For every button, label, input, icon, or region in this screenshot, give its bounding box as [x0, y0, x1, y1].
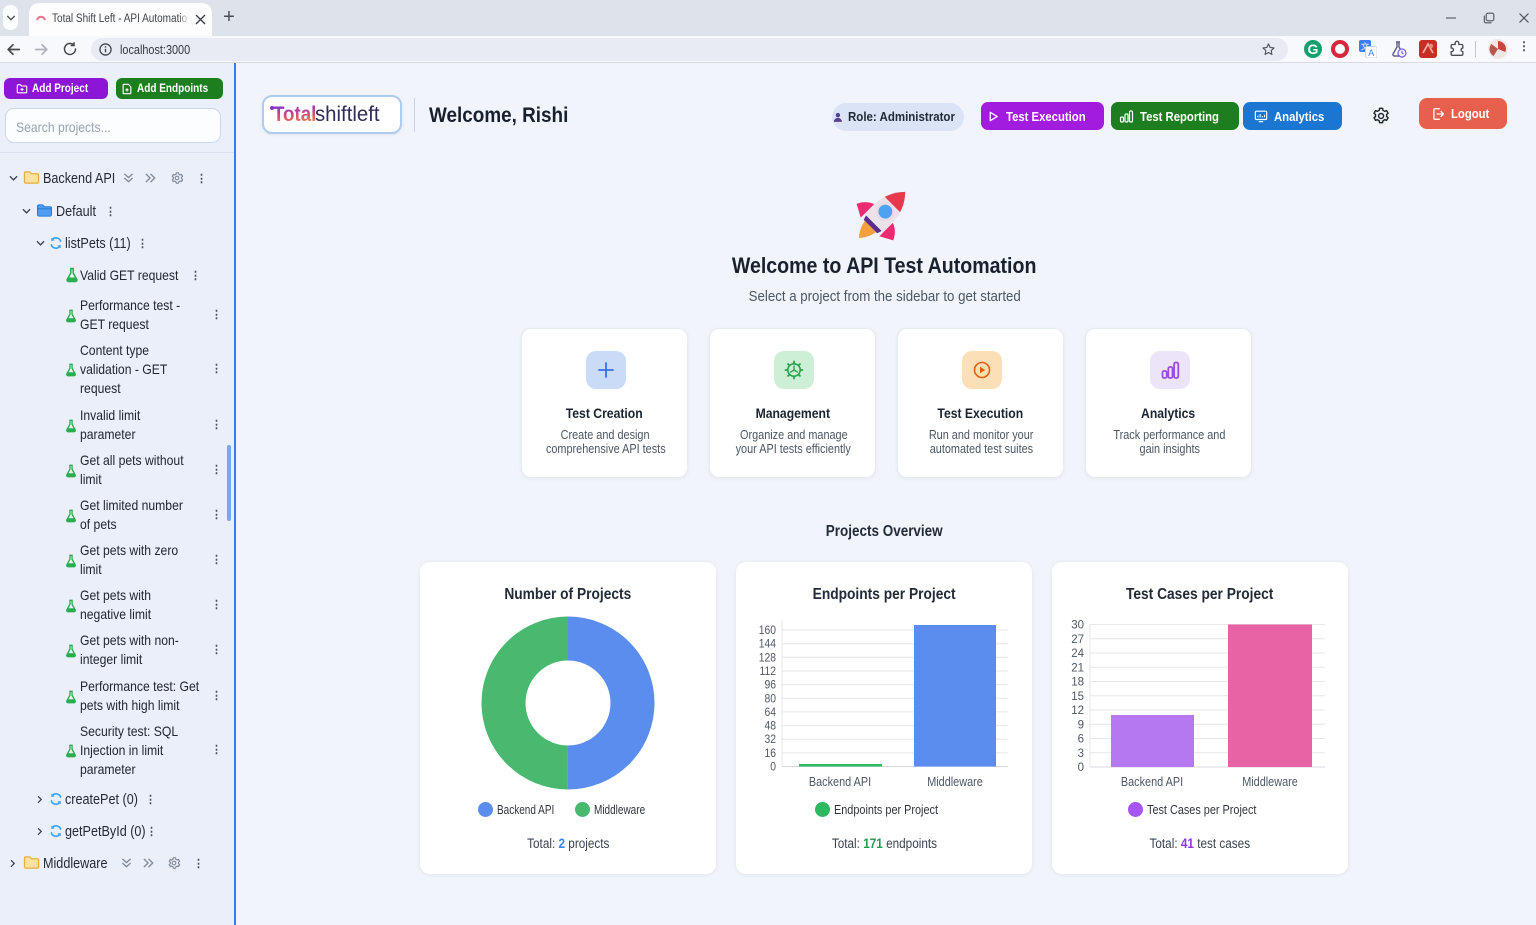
svg-text:6: 6 [1078, 734, 1084, 746]
svg-text:18: 18 [1071, 677, 1084, 689]
svg-text:27: 27 [1071, 634, 1084, 646]
svg-text:160: 160 [759, 625, 776, 638]
svg-text:80: 80 [764, 693, 776, 706]
svg-text:30: 30 [1071, 620, 1084, 632]
svg-text:21: 21 [1071, 662, 1084, 674]
svg-text:A: A [1368, 48, 1374, 58]
svg-text:Backend API: Backend API [1121, 775, 1183, 789]
svg-text:0: 0 [1078, 762, 1084, 774]
svg-text:0: 0 [770, 761, 776, 774]
svg-text:96: 96 [764, 679, 776, 692]
svg-text:Middleware: Middleware [1242, 775, 1298, 789]
svg-text:128: 128 [759, 652, 776, 665]
svg-text:64: 64 [764, 706, 776, 719]
svg-text:12: 12 [1071, 705, 1084, 717]
svg-text:16: 16 [764, 747, 776, 760]
svg-text:15: 15 [1071, 691, 1084, 703]
svg-text:3: 3 [1078, 748, 1084, 760]
svg-text:Backend API: Backend API [809, 775, 871, 789]
svg-text:9: 9 [1078, 719, 1084, 731]
svg-text:112: 112 [760, 666, 776, 679]
svg-text:48: 48 [764, 720, 776, 733]
svg-text:文: 文 [1361, 42, 1370, 52]
svg-text:144: 144 [759, 638, 776, 651]
svg-text:24: 24 [1071, 648, 1084, 660]
svg-text:Middleware: Middleware [927, 775, 983, 789]
svg-text:32: 32 [764, 734, 776, 747]
